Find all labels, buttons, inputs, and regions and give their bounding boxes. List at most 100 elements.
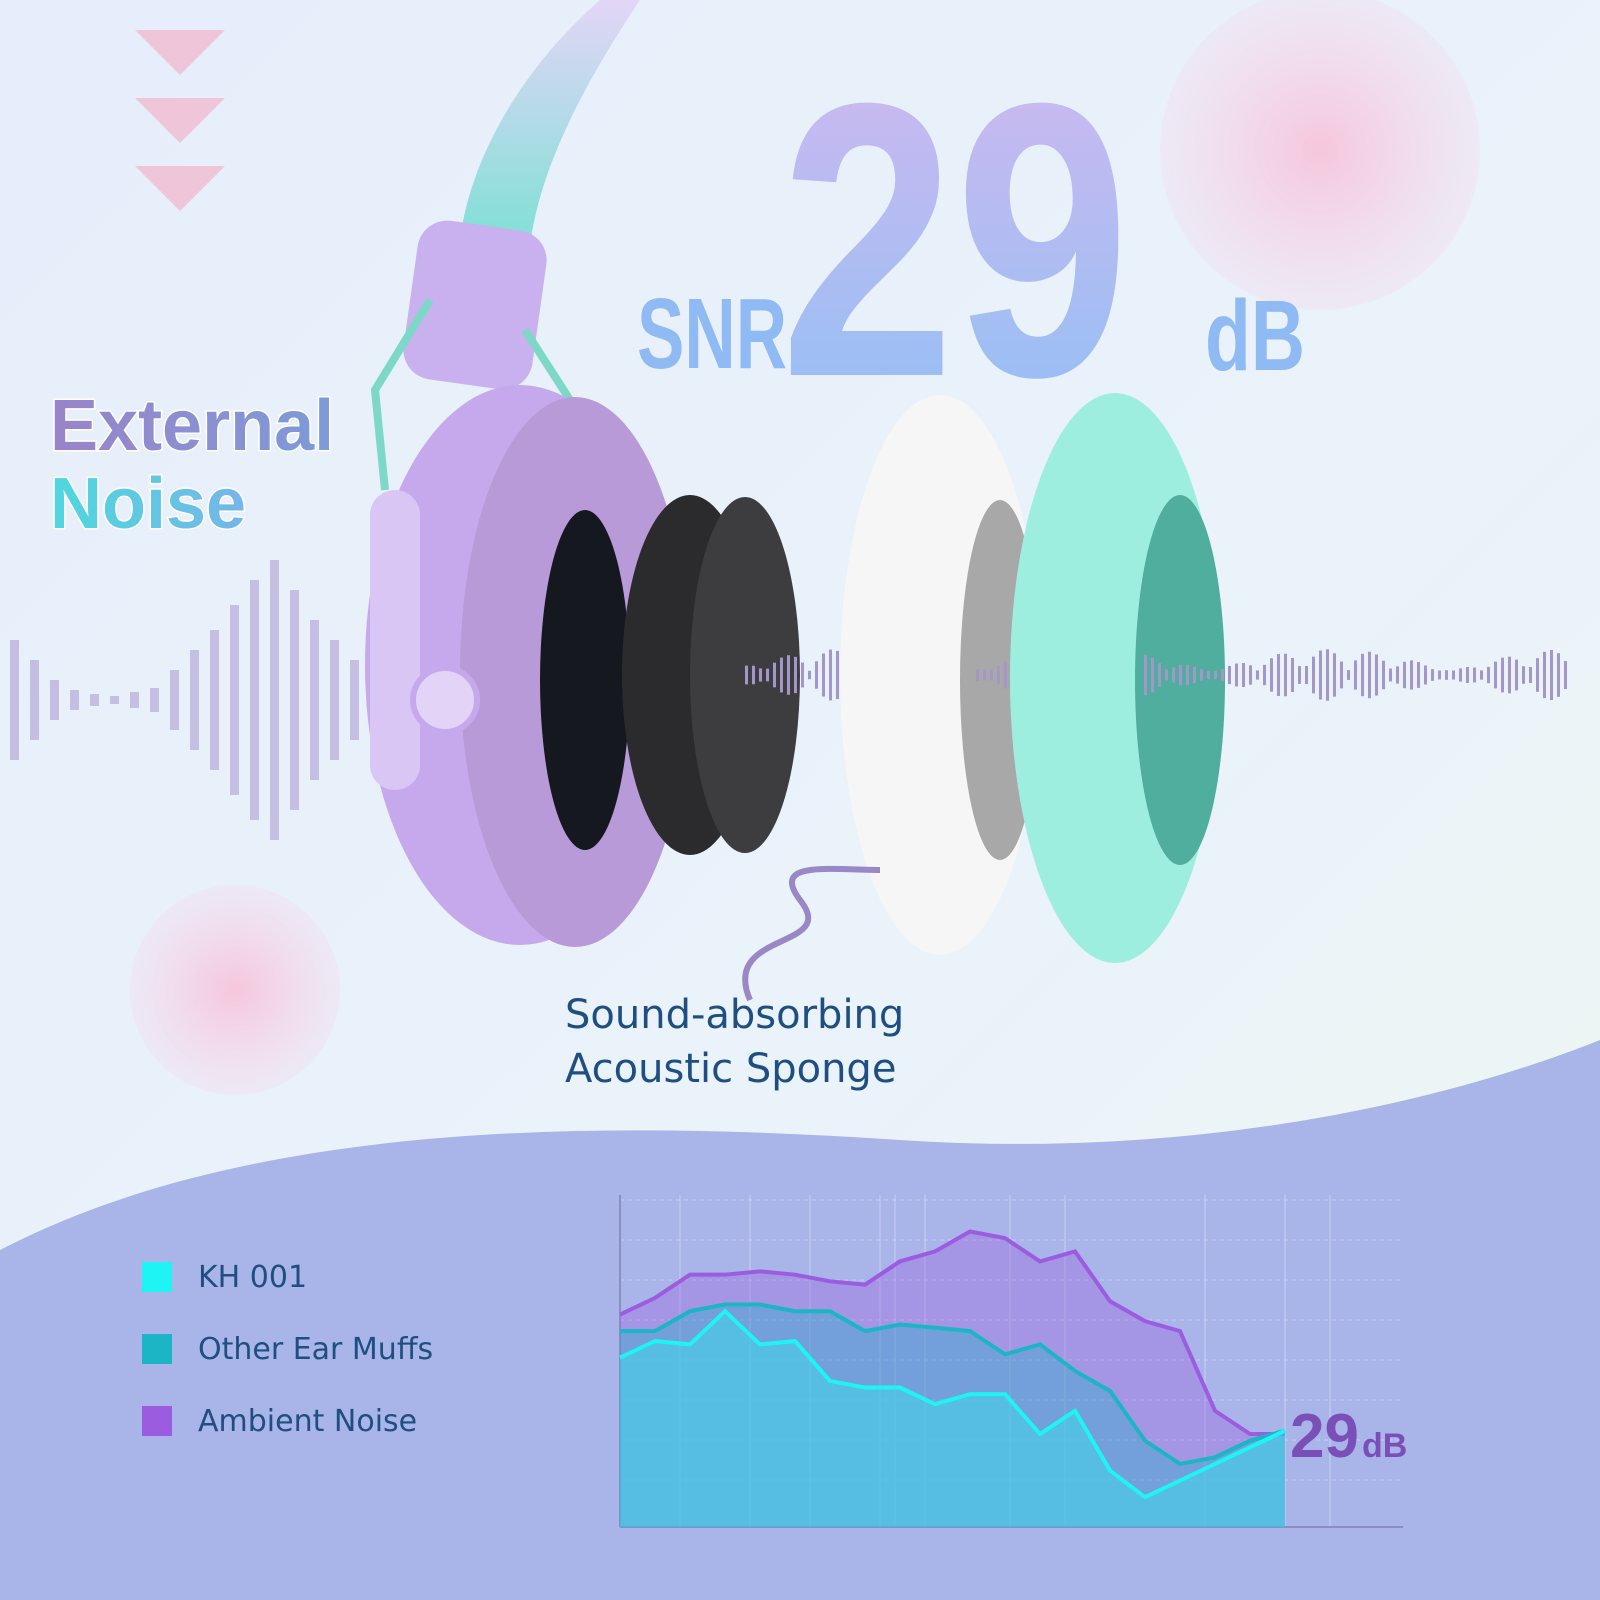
legend-label: Ambient Noise (198, 1404, 417, 1439)
wave-bar (815, 661, 818, 689)
wave-bar (1417, 662, 1420, 688)
arm (370, 490, 420, 790)
wave-bar (1375, 654, 1378, 696)
wave-bar (1333, 653, 1336, 697)
wave-bar (1172, 667, 1175, 683)
snr-unit: dB (1205, 280, 1305, 392)
wave-bar (745, 665, 748, 685)
wave-bar (801, 662, 804, 688)
wave-bar (1249, 665, 1252, 685)
wave-bar (1256, 670, 1259, 680)
bubble (1160, 0, 1480, 310)
area (620, 1231, 1285, 1527)
wave-bar (170, 670, 179, 730)
wave-bar (1004, 661, 1007, 689)
wave-bar (1340, 661, 1343, 689)
wave-bar (1200, 669, 1203, 681)
wave-bar (759, 668, 762, 682)
wave-bar (130, 692, 139, 708)
wave-bar (1452, 670, 1455, 680)
wave-bar (1298, 666, 1301, 684)
wave-bar (1438, 670, 1441, 680)
wave-bar (310, 620, 319, 780)
wave-bar (1144, 654, 1147, 696)
wave-bar (1312, 656, 1315, 694)
area (620, 1304, 1285, 1527)
chart: 29 dB (619, 1195, 1407, 1528)
series-line (619, 1229, 1285, 1437)
area (620, 1311, 1285, 1527)
wave-bar (1214, 670, 1217, 680)
wave-bar (1396, 666, 1399, 684)
wave-bar (1221, 668, 1224, 682)
headband (460, 0, 640, 245)
triangles (135, 30, 225, 211)
wave-bar (210, 630, 219, 770)
wave-bar (1284, 653, 1287, 697)
wave-bar (1508, 656, 1511, 694)
wave-bar (1536, 658, 1539, 692)
wave-bar (110, 696, 119, 704)
sponge-label: Sound-absorbing (565, 992, 904, 1038)
wire (370, 297, 574, 491)
wave-bar (1403, 661, 1406, 689)
wave-bar (766, 668, 769, 682)
wave-bar (808, 670, 811, 680)
legend-swatch (142, 1334, 172, 1364)
wave-bar (997, 665, 1000, 685)
wave-bar (1228, 665, 1231, 685)
wave-bar (1354, 660, 1357, 690)
wave-bar (1158, 663, 1161, 687)
annotation-value: 29 (1290, 1402, 1359, 1471)
wave-bar (1186, 664, 1189, 686)
legend-swatch (142, 1262, 172, 1292)
wave-bar (1515, 659, 1518, 691)
wave-bar (1270, 658, 1273, 692)
wave-bar (290, 590, 299, 810)
sound-wave (10, 560, 1567, 840)
wave-bar (787, 655, 790, 695)
bubble (130, 885, 340, 1095)
wave-bar (1242, 663, 1245, 687)
wave-bar (1550, 649, 1553, 701)
wave-bar (90, 694, 99, 706)
wave-bar (350, 660, 359, 740)
wave-bar (829, 649, 832, 701)
wave-bar (1179, 664, 1182, 686)
wave-bar (150, 688, 159, 712)
wave-bar (1564, 660, 1567, 690)
wave-bar (1319, 650, 1322, 700)
wave-bar (1305, 665, 1308, 685)
wave-bar (1480, 670, 1483, 680)
sponge-label: Acoustic Sponge (565, 1046, 896, 1092)
cup-opening (540, 510, 630, 850)
wave-bar (1459, 668, 1462, 682)
wave-bar (330, 640, 339, 760)
wave-bar (990, 669, 993, 681)
wave-bar (822, 653, 825, 697)
series-line (620, 1302, 1286, 1467)
wave-bar (836, 650, 839, 700)
wave-bar (1277, 654, 1280, 696)
wave-bar (50, 680, 59, 720)
wave-bar (1389, 668, 1392, 682)
wave-bar (1487, 666, 1490, 684)
wave-bar (1431, 669, 1434, 681)
wave-bar (1263, 664, 1266, 686)
wave-bar (1368, 651, 1371, 699)
wave-bar (1193, 666, 1196, 684)
wave-bar (10, 640, 19, 760)
wave-bar (780, 657, 783, 693)
wave-bar (976, 669, 979, 681)
wave-bar (70, 690, 79, 710)
wave-bar (270, 560, 279, 840)
wave-bar (1557, 653, 1560, 697)
wave-bar (1445, 670, 1448, 680)
slider (403, 220, 547, 390)
wave-bar (230, 605, 239, 795)
legend-label: KH 001 (198, 1260, 307, 1295)
legend-label: Other Ear Muffs (198, 1332, 433, 1367)
wave-bar (1347, 670, 1350, 680)
wave-bar (190, 650, 199, 750)
